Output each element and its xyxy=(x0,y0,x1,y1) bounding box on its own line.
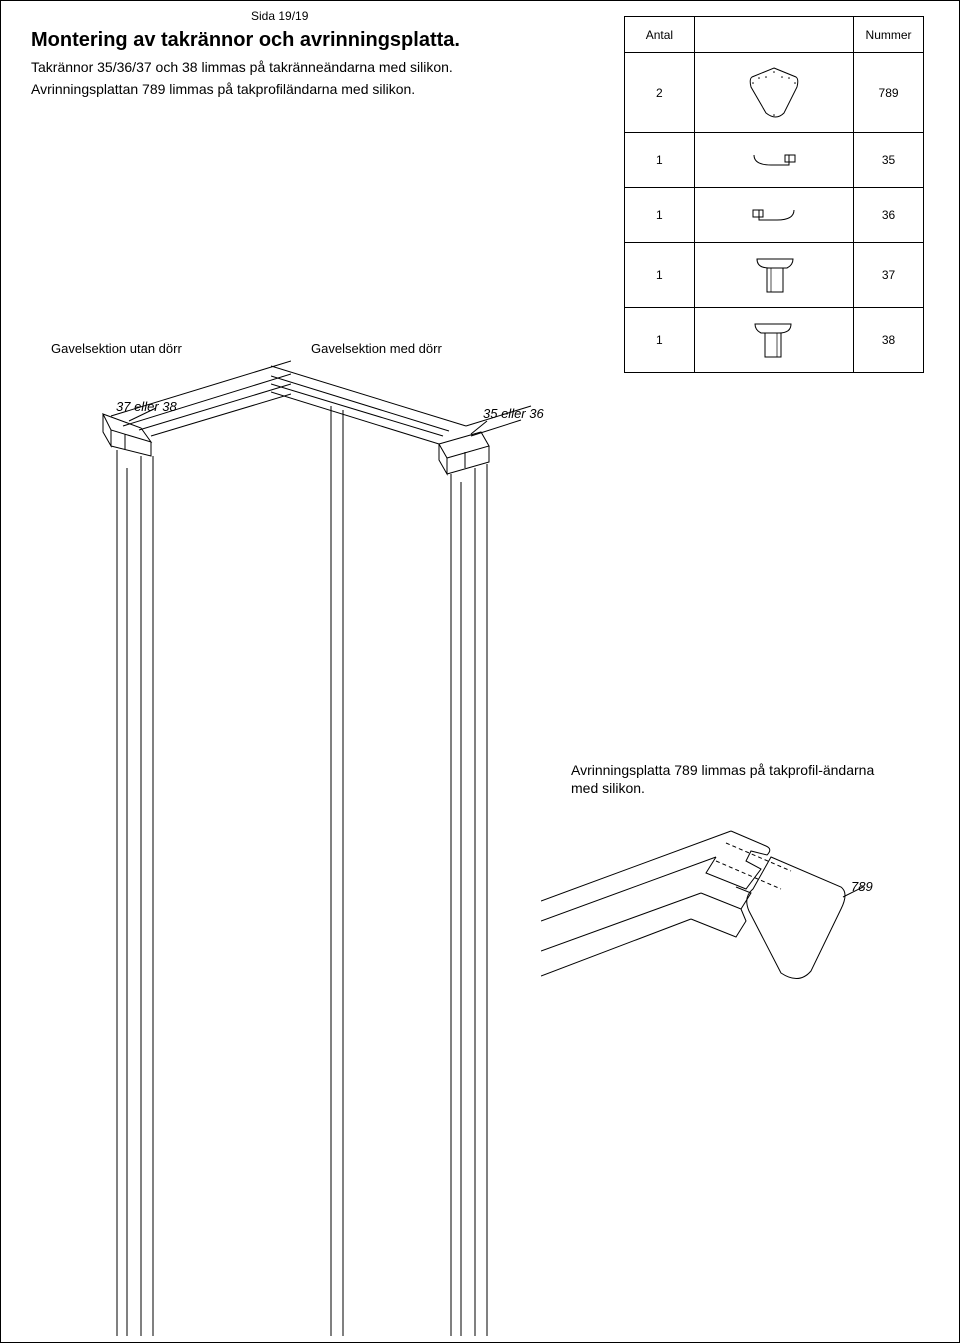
gutter-end-35-icon xyxy=(749,151,799,169)
cell-icon xyxy=(694,243,853,308)
cell-icon xyxy=(694,133,853,188)
gutter-end-37-icon xyxy=(749,253,799,298)
label-gavel-utan-dorr: Gavelsektion utan dörr xyxy=(51,341,182,356)
label-gavel-med-dorr: Gavelsektion med dörr xyxy=(311,341,442,356)
header-qty: Antal xyxy=(625,17,695,53)
cell-num: 35 xyxy=(854,133,924,188)
diagram-gavel-utan-dorr xyxy=(11,356,291,1336)
table-row: 1 36 xyxy=(625,188,924,243)
cell-num: 37 xyxy=(854,243,924,308)
header-num: Nummer xyxy=(854,17,924,53)
gutter-end-38-icon xyxy=(749,318,799,363)
cell-icon xyxy=(694,308,853,373)
cell-icon xyxy=(694,53,853,133)
subtitle-line-2: Avrinningsplattan 789 limmas på takprofi… xyxy=(31,81,415,97)
avrinning-description: Avrinningsplatta 789 limmas på takprofil… xyxy=(571,761,881,797)
diagram-gavel-med-dorr xyxy=(271,356,571,1336)
shield-icon xyxy=(744,65,804,120)
cell-num: 38 xyxy=(854,308,924,373)
table-row: 1 37 xyxy=(625,243,924,308)
page-number: Sida 19/19 xyxy=(251,9,308,23)
table-row: 1 38 xyxy=(625,308,924,373)
parts-table: Antal Nummer 2 789 xyxy=(624,16,924,373)
header-image xyxy=(694,17,853,53)
cell-num: 789 xyxy=(854,53,924,133)
cell-qty: 1 xyxy=(625,308,695,373)
cell-qty: 2 xyxy=(625,53,695,133)
cell-qty: 1 xyxy=(625,188,695,243)
gutter-end-36-icon xyxy=(749,206,799,224)
subtitle-line-1: Takrännor 35/36/37 och 38 limmas på takr… xyxy=(31,59,453,75)
cell-num: 36 xyxy=(854,188,924,243)
cell-icon xyxy=(694,188,853,243)
main-title: Montering av takrännor och avrinningspla… xyxy=(31,29,460,52)
table-row: 1 35 xyxy=(625,133,924,188)
diagram-avrinningsplatta-789 xyxy=(541,801,901,1021)
cell-qty: 1 xyxy=(625,133,695,188)
cell-qty: 1 xyxy=(625,243,695,308)
table-header-row: Antal Nummer xyxy=(625,17,924,53)
table-row: 2 789 xyxy=(625,53,924,133)
instruction-page: Sida 19/19 Montering av takrännor och av… xyxy=(0,0,960,1343)
